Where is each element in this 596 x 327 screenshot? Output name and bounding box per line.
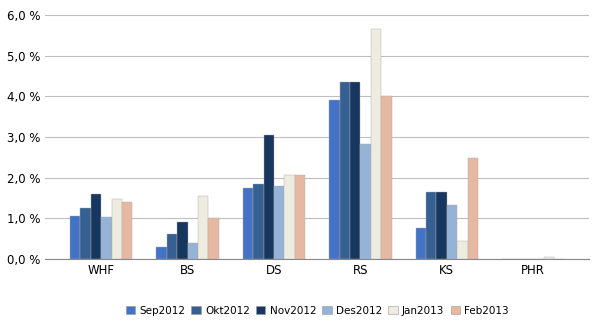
Bar — [188, 243, 198, 259]
Bar — [426, 192, 436, 259]
Bar — [156, 247, 167, 259]
Bar — [263, 135, 274, 259]
Bar — [544, 257, 554, 259]
Bar — [243, 188, 253, 259]
Bar — [447, 205, 457, 259]
Bar — [208, 218, 219, 259]
Bar — [253, 184, 263, 259]
Bar — [122, 202, 132, 259]
Bar — [111, 198, 122, 259]
Bar — [284, 176, 294, 259]
Bar — [177, 222, 188, 259]
Bar — [101, 217, 111, 259]
Bar — [80, 208, 91, 259]
Bar — [350, 82, 361, 259]
Bar — [91, 194, 101, 259]
Bar — [361, 144, 371, 259]
Bar — [457, 241, 467, 259]
Bar — [467, 158, 478, 259]
Legend: Sep2012, Okt2012, Nov2012, Des2012, Jan2013, Feb2013: Sep2012, Okt2012, Nov2012, Des2012, Jan2… — [122, 302, 513, 320]
Bar — [415, 228, 426, 259]
Bar — [274, 186, 284, 259]
Bar — [329, 100, 340, 259]
Bar — [167, 234, 177, 259]
Bar — [340, 82, 350, 259]
Bar — [294, 176, 305, 259]
Bar — [371, 29, 381, 259]
Bar — [381, 96, 392, 259]
Bar — [436, 192, 447, 259]
Bar — [198, 196, 208, 259]
Bar — [70, 216, 80, 259]
